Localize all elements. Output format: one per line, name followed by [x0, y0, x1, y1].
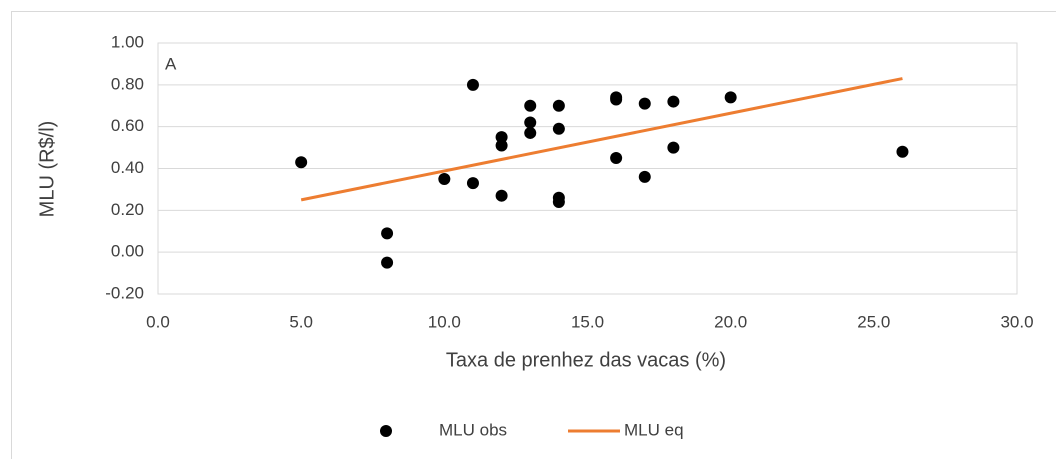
- x-tick-label: 5.0: [289, 312, 313, 331]
- y-axis-label: MLU (R$/l): [36, 121, 58, 218]
- x-tick-label: 10.0: [428, 312, 461, 331]
- scatter-point: [381, 256, 394, 269]
- scatter-point: [495, 139, 508, 152]
- y-tick-label: 1.00: [111, 32, 144, 51]
- y-tick-label: 0.40: [111, 158, 144, 177]
- x-tick-label: 0.0: [146, 312, 170, 331]
- annotation: A: [165, 54, 177, 73]
- scatter-point: [295, 156, 308, 169]
- scatter-point: [638, 170, 651, 183]
- legend-marker: [380, 425, 392, 437]
- scatter-point: [524, 116, 537, 129]
- x-tick-label: 15.0: [571, 312, 604, 331]
- x-tick-label: 30.0: [1000, 312, 1033, 331]
- scatter-point: [495, 131, 508, 144]
- scatter-point: [466, 78, 479, 91]
- legend-label: MLU eq: [624, 420, 684, 439]
- scatter-point: [438, 172, 451, 185]
- scatter-point: [466, 177, 479, 190]
- scatter-point: [610, 93, 623, 106]
- x-tick-label: 25.0: [857, 312, 890, 331]
- scatter-point: [524, 126, 537, 139]
- y-tick-label: 0.00: [111, 242, 144, 261]
- scatter-point: [667, 141, 680, 154]
- y-tick-label: 0.80: [111, 74, 144, 93]
- scatter-point: [667, 95, 680, 108]
- y-tick-label: 0.20: [111, 200, 144, 219]
- y-tick-label: 0.60: [111, 116, 144, 135]
- x-axis-label: Taxa de prenhez das vacas (%): [446, 349, 726, 371]
- scatter-point: [552, 195, 565, 208]
- scatter-point: [552, 99, 565, 112]
- scatter-point: [381, 227, 394, 240]
- scatter-point: [610, 152, 623, 165]
- scatter-point: [524, 99, 537, 112]
- y-tick-label: -0.20: [105, 283, 144, 302]
- scatter-point: [552, 122, 565, 135]
- scatter-point: [896, 145, 909, 158]
- trend-line: [300, 77, 903, 202]
- x-tick-label: 20.0: [714, 312, 747, 331]
- chart-frame: [11, 11, 1056, 459]
- scatter-point: [495, 189, 508, 202]
- scatter-point: [724, 91, 737, 104]
- legend-label: MLU obs: [439, 420, 507, 439]
- scatter-point: [638, 97, 651, 110]
